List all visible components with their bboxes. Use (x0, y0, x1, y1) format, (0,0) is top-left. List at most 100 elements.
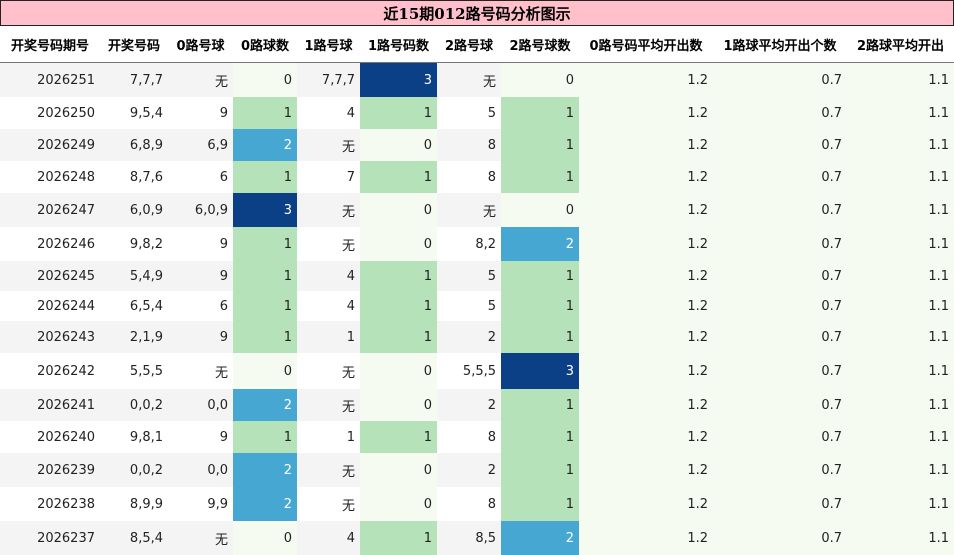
header-period[interactable]: 开奖号码期号 (0, 26, 100, 63)
cell-route1-average: 0.7 (713, 97, 847, 129)
header-route2-count[interactable]: 2路号球数 (501, 26, 579, 63)
cell-period: 2026242 (0, 353, 100, 389)
cell-route0-balls: 无 (168, 353, 233, 389)
header-row: 开奖号码期号 开奖号码 0路号球 0路球数 1路号球 1路号码数 2路号球 2路… (0, 26, 954, 63)
cell-route1-balls: 无 (297, 193, 360, 227)
cell-route2-balls: 8,2 (437, 227, 501, 261)
cell-route0-balls: 0,0 (168, 453, 233, 487)
cell-period: 2026237 (0, 521, 100, 555)
header-route0-average[interactable]: 0路号码平均开出数 (579, 26, 713, 63)
cell-route2-average: 1.1 (847, 63, 954, 98)
cell-route2-count: 1 (501, 421, 579, 453)
cell-route2-average: 1.1 (847, 389, 954, 421)
cell-route0-balls: 6,0,9 (168, 193, 233, 227)
cell-period: 2026247 (0, 193, 100, 227)
cell-period: 2026251 (0, 63, 100, 98)
cell-route1-average: 0.7 (713, 193, 847, 227)
cell-route2-count: 0 (501, 63, 579, 98)
cell-route2-count: 1 (501, 453, 579, 487)
cell-route1-average: 0.7 (713, 63, 847, 98)
cell-route0-count: 2 (233, 453, 297, 487)
cell-route2-balls: 8 (437, 421, 501, 453)
cell-route1-balls: 7 (297, 161, 360, 193)
cell-route2-count: 2 (501, 521, 579, 555)
cell-route2-count: 2 (501, 227, 579, 261)
header-route1-average[interactable]: 1路球平均开出个数 (713, 26, 847, 63)
cell-route1-average: 0.7 (713, 353, 847, 389)
cell-numbers: 6,0,9 (100, 193, 168, 227)
header-route2-average[interactable]: 2路球平均开出 (847, 26, 954, 63)
cell-route1-count: 1 (360, 321, 437, 353)
cell-route2-average: 1.1 (847, 487, 954, 521)
header-route2-balls[interactable]: 2路号球 (437, 26, 501, 63)
cell-route0-count: 2 (233, 129, 297, 161)
cell-route1-balls: 4 (297, 291, 360, 321)
cell-route0-average: 1.2 (579, 227, 713, 261)
cell-numbers: 8,5,4 (100, 521, 168, 555)
cell-route0-count: 1 (233, 421, 297, 453)
cell-route1-balls: 无 (297, 353, 360, 389)
cell-route0-average: 1.2 (579, 353, 713, 389)
cell-route1-balls: 4 (297, 261, 360, 291)
header-numbers[interactable]: 开奖号码 (100, 26, 168, 63)
cell-route0-average: 1.2 (579, 453, 713, 487)
cell-route2-balls: 8 (437, 487, 501, 521)
cell-numbers: 8,7,6 (100, 161, 168, 193)
cell-route1-average: 0.7 (713, 161, 847, 193)
cell-route1-balls: 无 (297, 389, 360, 421)
cell-route2-average: 1.1 (847, 291, 954, 321)
cell-route0-count: 1 (233, 291, 297, 321)
cell-route0-count: 1 (233, 161, 297, 193)
cell-route2-balls: 2 (437, 321, 501, 353)
cell-route2-balls: 无 (437, 193, 501, 227)
cell-numbers: 9,5,4 (100, 97, 168, 129)
cell-route1-balls: 无 (297, 453, 360, 487)
cell-route1-count: 0 (360, 389, 437, 421)
cell-route0-average: 1.2 (579, 389, 713, 421)
cell-numbers: 6,8,9 (100, 129, 168, 161)
cell-route1-balls: 1 (297, 421, 360, 453)
cell-route1-average: 0.7 (713, 521, 847, 555)
cell-route0-average: 1.2 (579, 421, 713, 453)
cell-route1-count: 0 (360, 227, 437, 261)
header-route1-count[interactable]: 1路号码数 (360, 26, 437, 63)
cell-route2-balls: 5 (437, 97, 501, 129)
cell-route2-average: 1.1 (847, 97, 954, 129)
cell-period: 2026245 (0, 261, 100, 291)
cell-route0-average: 1.2 (579, 321, 713, 353)
cell-route0-average: 1.2 (579, 63, 713, 98)
cell-route0-balls: 9 (168, 227, 233, 261)
cell-route2-count: 1 (501, 261, 579, 291)
cell-route2-average: 1.1 (847, 129, 954, 161)
cell-route2-average: 1.1 (847, 321, 954, 353)
cell-route0-count: 0 (233, 521, 297, 555)
cell-route0-balls: 9,9 (168, 487, 233, 521)
header-route1-balls[interactable]: 1路号球 (297, 26, 360, 63)
cell-route0-average: 1.2 (579, 129, 713, 161)
cell-route2-balls: 2 (437, 453, 501, 487)
cell-numbers: 2,1,9 (100, 321, 168, 353)
cell-route1-average: 0.7 (713, 129, 847, 161)
cell-numbers: 9,8,1 (100, 421, 168, 453)
cell-route0-balls: 无 (168, 521, 233, 555)
cell-route0-balls: 6 (168, 161, 233, 193)
cell-route2-count: 1 (501, 321, 579, 353)
header-route0-balls[interactable]: 0路号球 (168, 26, 233, 63)
cell-route1-average: 0.7 (713, 291, 847, 321)
cell-period: 2026239 (0, 453, 100, 487)
cell-route2-count: 3 (501, 353, 579, 389)
cell-period: 2026248 (0, 161, 100, 193)
cell-route2-average: 1.1 (847, 261, 954, 291)
header-route0-count[interactable]: 0路球数 (233, 26, 297, 63)
cell-route2-balls: 无 (437, 63, 501, 98)
cell-route0-average: 1.2 (579, 521, 713, 555)
cell-route1-balls: 无 (297, 129, 360, 161)
